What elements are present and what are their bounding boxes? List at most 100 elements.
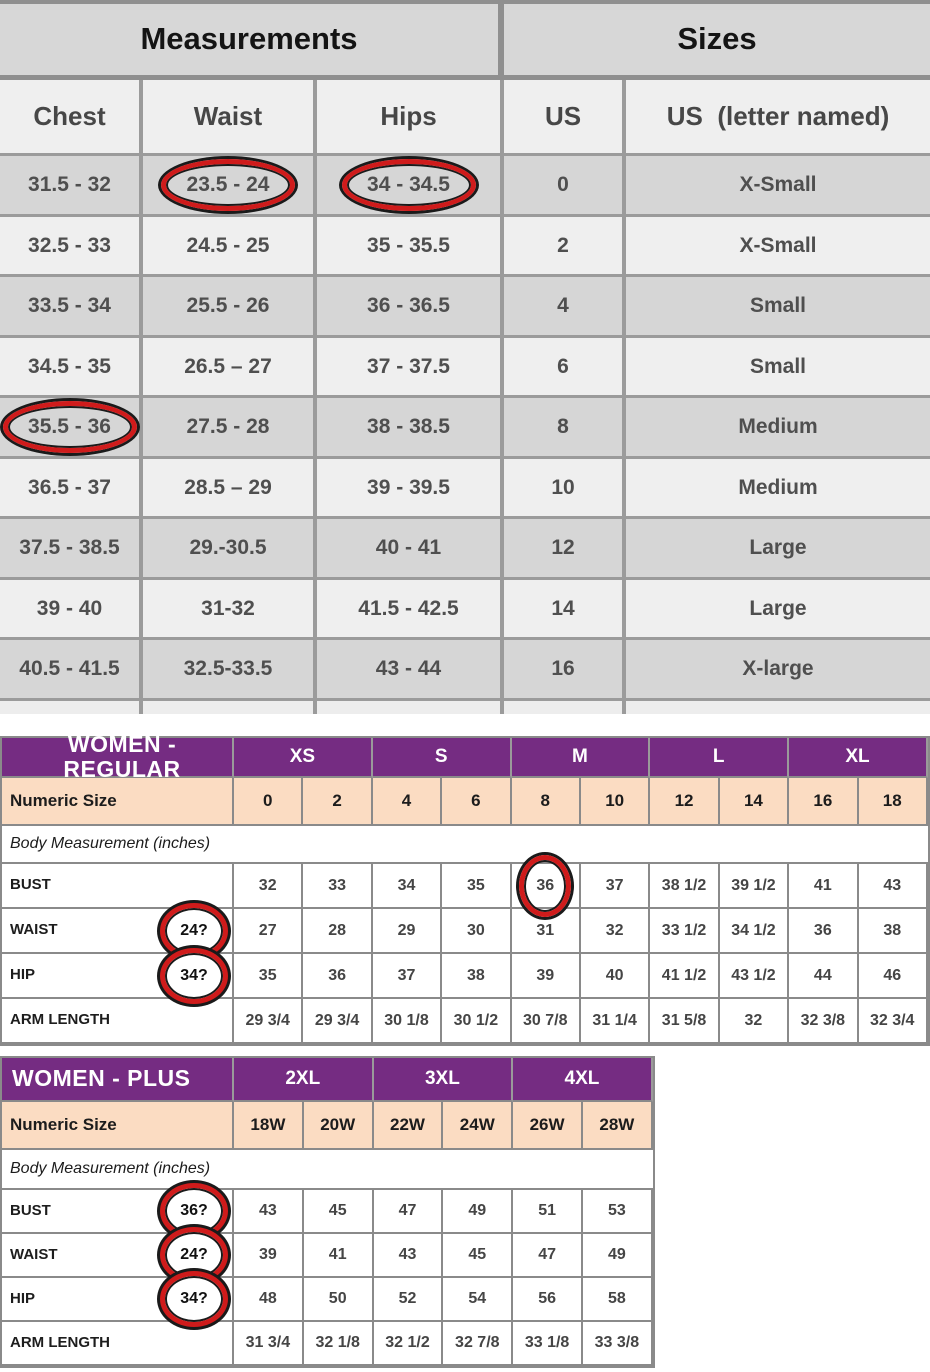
column-header: US (letter named): [626, 80, 930, 156]
arm-length-value-cell: 32 1/2: [373, 1322, 444, 1366]
hip-value-cell: 58: [582, 1278, 653, 1322]
measurement-value: 51: [538, 1202, 556, 1220]
waist-cell: 28.5 – 29: [143, 458, 317, 519]
waist-value: 27.5 - 28: [186, 415, 270, 439]
numeric-size-value: 8: [511, 778, 581, 826]
bust-value-cell: 45: [303, 1190, 374, 1234]
bust-value-cell: 49: [443, 1190, 514, 1234]
measurement-value: 44: [813, 966, 832, 984]
hips-value: 38 - 38.5: [367, 415, 450, 439]
annotation-text: 24?: [180, 921, 208, 939]
cropped-row-cell: [626, 700, 930, 714]
us-cell: 10: [504, 458, 626, 519]
measurement-row-label: BUST: [10, 1201, 51, 1219]
measurement-value: 29 3/4: [314, 1011, 360, 1029]
waist-value: 24.5 - 25: [186, 233, 270, 257]
us-value: 6: [557, 354, 569, 378]
bust-value-cell: 38 1/2: [650, 864, 720, 909]
measurement-row-label-cell: BUST: [2, 864, 234, 909]
numeric-size-value: 24W: [443, 1102, 514, 1150]
bust-value-cell: 35: [442, 864, 512, 909]
measurement-value: 39 1/2: [731, 876, 776, 894]
numeric-size-value: 0: [234, 778, 304, 826]
measurement-value: 43 1/2: [731, 966, 776, 984]
annotation-text: 24?: [180, 1246, 208, 1264]
chest-value: 33.5 - 34: [28, 294, 111, 318]
hips-value: 41.5 - 42.5: [358, 596, 459, 620]
measurement-row-label-cell: BUST 36?: [2, 1183, 234, 1239]
column-header: Chest: [0, 80, 143, 156]
measurement-value: 32: [605, 921, 624, 939]
chest-cell: 35.5 - 36: [0, 398, 143, 459]
bust-value-cell: 53: [582, 1190, 653, 1234]
measurement-value: 38 1/2: [661, 876, 707, 894]
hips-cell: 36 - 36.5: [317, 277, 504, 338]
chest-value: 40.5 - 41.5: [19, 657, 120, 681]
measurement-value: 58: [607, 1290, 626, 1308]
waist-cell: 24.5 - 25: [143, 216, 317, 277]
chest-value: 31.5 - 32: [28, 173, 111, 197]
red-circle-annotation: 24?: [160, 902, 228, 959]
bust-value-cell: 41: [789, 864, 859, 909]
measurement-value: 32 1/2: [385, 1334, 430, 1352]
waist-value-cell: 45: [443, 1234, 514, 1278]
chest-value: 34.5 - 35: [28, 354, 111, 378]
hips-cell: 40 - 41: [317, 519, 504, 580]
arm-length-value-cell: 32: [719, 999, 790, 1044]
letter-value: Small: [749, 354, 807, 378]
waist-value-cell: 29: [372, 909, 443, 954]
measurement-row-label-cell: HIP 34?: [2, 947, 234, 1004]
measurement-value: 31 5/8: [661, 1011, 707, 1029]
measurement-row-label: ARM LENGTH: [10, 1011, 110, 1029]
annotation-text: 36?: [180, 1202, 208, 1220]
measurement-value: 48: [259, 1290, 277, 1308]
hip-value-cell: 39: [511, 954, 581, 999]
hips-cell: 41.5 - 42.5: [317, 579, 504, 640]
waist-value-cell: 39: [234, 1234, 304, 1278]
numeric-size-value: 4: [372, 778, 443, 826]
measurement-row-label-cell: HIP 34?: [2, 1271, 234, 1327]
arm-length-value-cell: 31 3/4: [234, 1322, 304, 1366]
measurement-value: 45: [328, 1202, 347, 1220]
waist-value-cell: 32: [580, 909, 651, 954]
chest-value: 35.5 - 36: [28, 415, 111, 439]
measurement-value: 31 3/4: [245, 1334, 291, 1352]
hips-cell: 35 - 35.5: [317, 216, 504, 277]
us-cell: 12: [504, 519, 626, 580]
measurement-value: 43: [398, 1246, 417, 1264]
measurement-value: 49: [607, 1246, 626, 1264]
measurements-sizes-conversion-table: Measurements Sizes Chest Waist Hips US US (let…: [0, 0, 930, 714]
measurement-value: 32: [258, 876, 277, 894]
waist-value-cell: 47: [513, 1234, 583, 1278]
us-value: 10: [551, 475, 575, 499]
size-group-header: 2XL: [234, 1058, 374, 1102]
measurement-value: 32 7/8: [455, 1334, 500, 1352]
us-cell: 4: [504, 277, 626, 338]
measurement-value: 36: [813, 921, 832, 939]
red-circle-annotation: 24?: [160, 1227, 228, 1283]
measurement-value: 34: [397, 876, 416, 894]
measurement-value: 32: [744, 1011, 763, 1029]
red-circle-annotation: 34?: [160, 1271, 228, 1327]
hips-value: 39 - 39.5: [367, 475, 450, 499]
measurement-value: 41: [813, 876, 832, 894]
measurement-value: 52: [398, 1290, 417, 1308]
bust-value-cell: 43: [858, 864, 928, 909]
size-group-header: L: [650, 738, 790, 778]
chest-value: 32.5 - 33: [28, 233, 111, 257]
chest-cell: 39 - 40: [0, 579, 143, 640]
hips-cell: 37 - 37.5: [317, 337, 504, 398]
numeric-size-value: 22W: [373, 1102, 444, 1150]
chest-cell: 36.5 - 37: [0, 458, 143, 519]
waist-value: 26.5 – 27: [184, 354, 272, 378]
us-value: 2: [557, 233, 569, 257]
measurement-value: 40: [605, 966, 624, 984]
measurement-value: 31 1/4: [592, 1011, 637, 1029]
measurement-value: 30 7/8: [523, 1011, 568, 1029]
chest-cell: 34.5 - 35: [0, 337, 143, 398]
bust-value-cell: 37: [580, 864, 651, 909]
table-title: WOMEN - PLUS: [2, 1058, 234, 1102]
annotation-text: 34?: [180, 1290, 208, 1308]
measurement-row-label-cell: WAIST 24?: [2, 1227, 234, 1283]
bust-value-cell: 47: [373, 1190, 444, 1234]
